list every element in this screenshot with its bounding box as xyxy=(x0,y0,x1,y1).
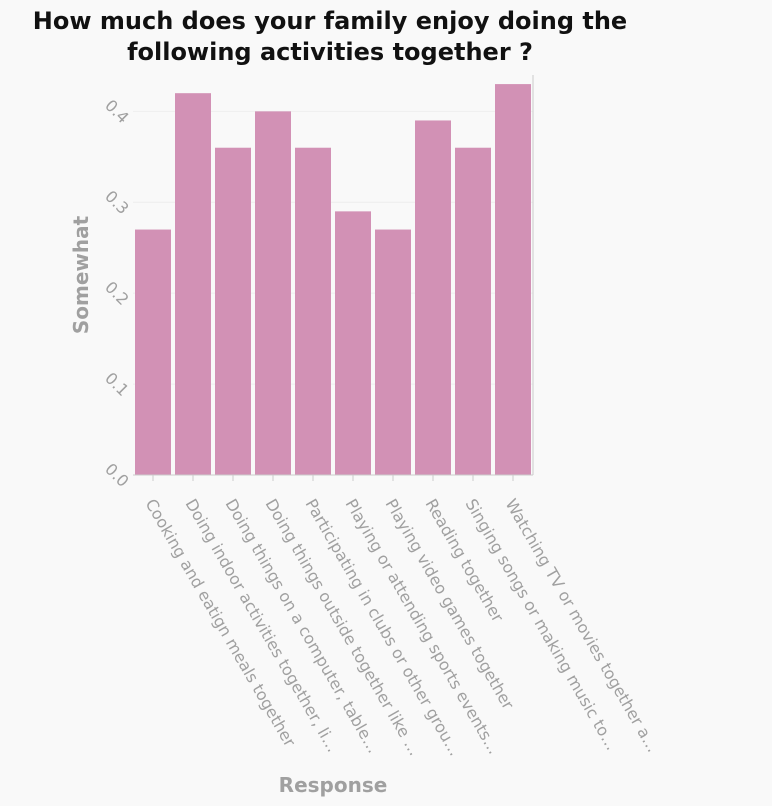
y-axis-title: Somewhat xyxy=(69,215,93,334)
bar xyxy=(215,147,251,475)
y-tick-label: 0.3 xyxy=(101,187,132,218)
bar xyxy=(495,84,531,475)
y-tick-labels: 0.0 0.1 0.2 0.3 0.4 xyxy=(101,96,132,491)
bar xyxy=(415,120,451,476)
bars xyxy=(135,84,531,476)
bar xyxy=(295,147,331,475)
bar xyxy=(375,229,411,475)
x-axis-title: Response xyxy=(279,773,388,797)
y-tick-label: 0.0 xyxy=(101,459,132,490)
y-tick-label: 0.2 xyxy=(101,278,132,309)
bar xyxy=(335,211,371,475)
y-tick-label: 0.4 xyxy=(101,96,132,127)
chart-title-line-2: following activities together ? xyxy=(127,38,533,66)
chart-title-line-1: How much does your family enjoy doing th… xyxy=(32,7,628,35)
bar xyxy=(255,111,291,475)
chart-title: How much does your family enjoy doing th… xyxy=(0,6,660,68)
bar xyxy=(175,93,211,475)
bar xyxy=(135,229,171,475)
bar xyxy=(455,147,491,475)
axes xyxy=(133,75,534,481)
x-tick-label: Watching TV or movies together a… xyxy=(502,496,663,756)
y-tick-label: 0.1 xyxy=(101,368,132,399)
x-tick-label: Doing indoor activities together, li… xyxy=(182,496,343,756)
